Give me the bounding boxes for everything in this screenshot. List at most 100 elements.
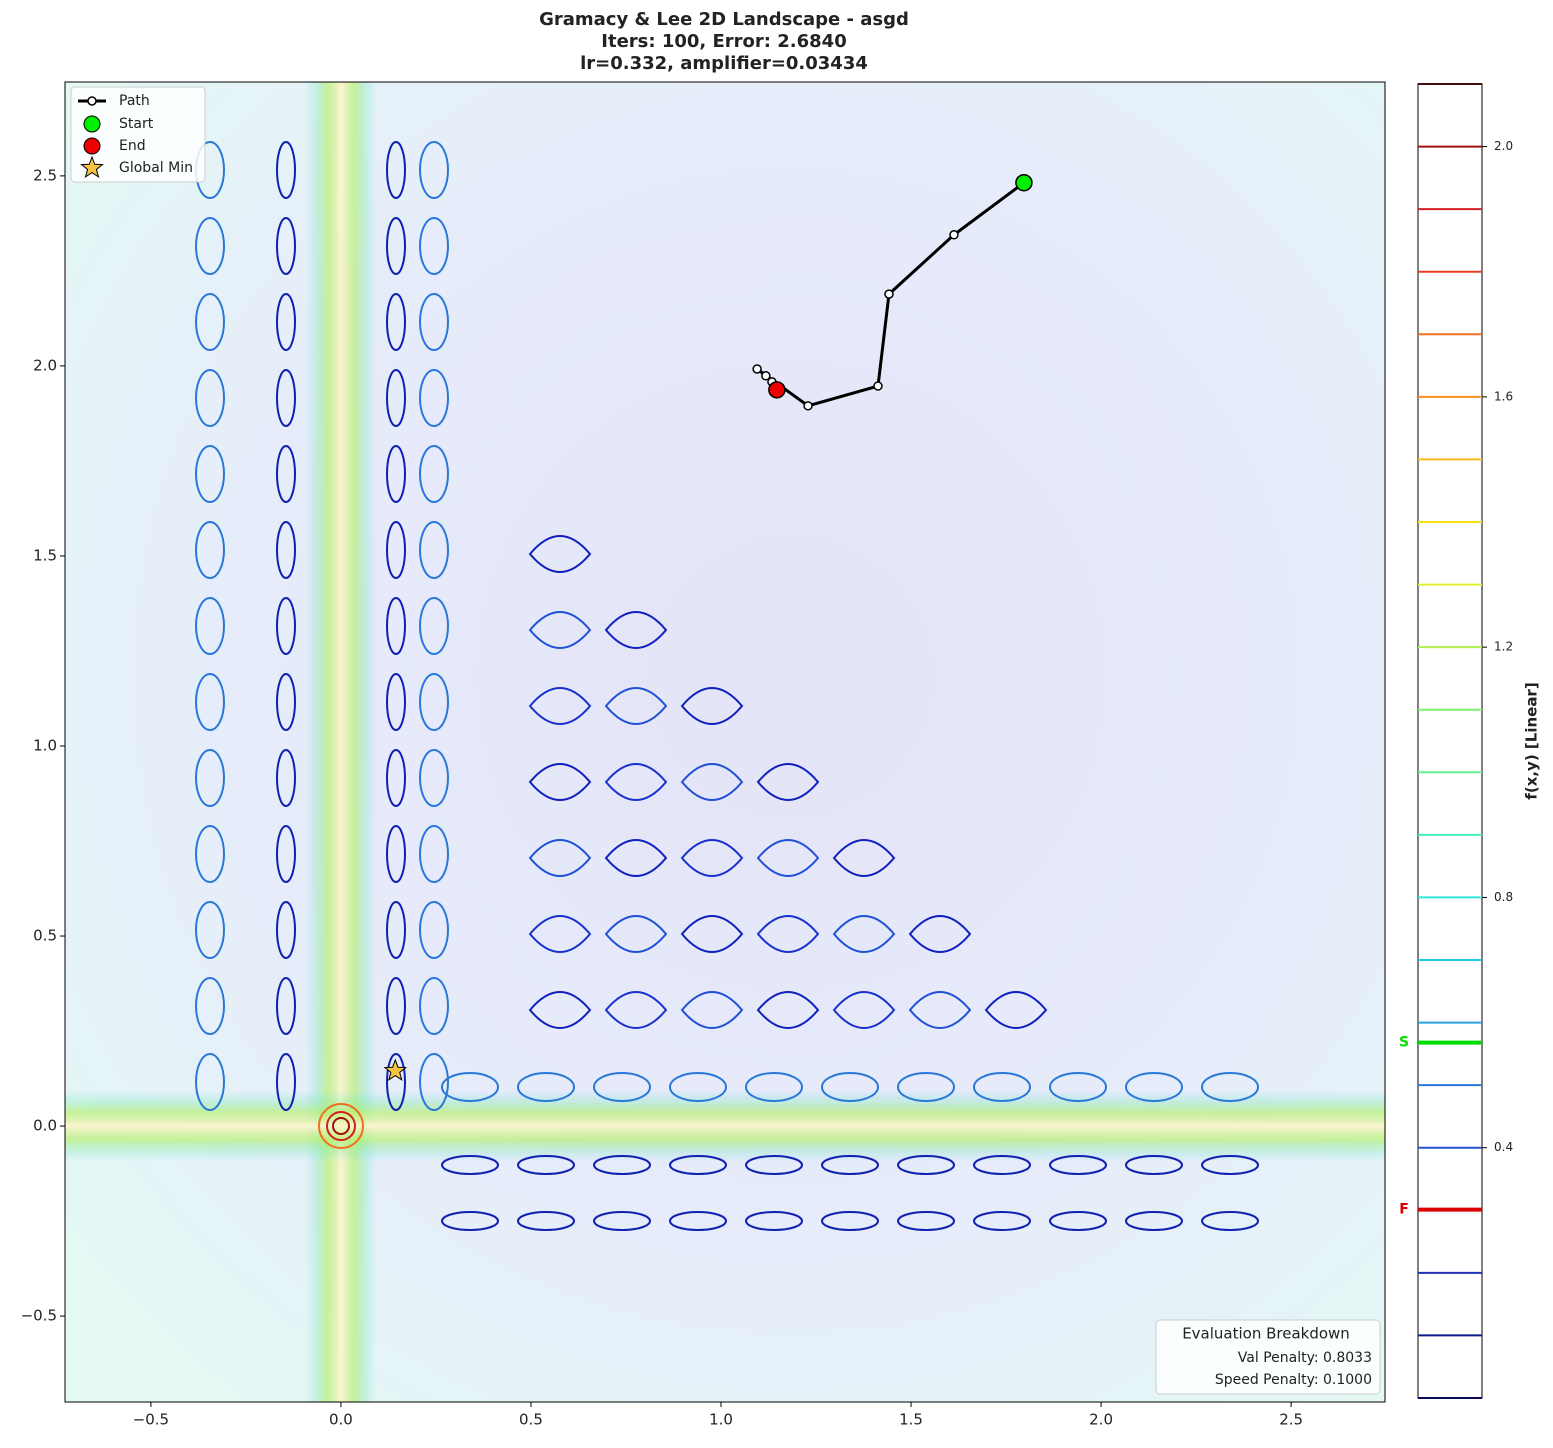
colorbar-label: f(x,y) [Linear]	[1523, 682, 1541, 799]
contour-decor	[386, 1053, 406, 1111]
contour-decor	[593, 1072, 651, 1102]
contour-decor	[195, 141, 1259, 1231]
contour-decor	[419, 445, 449, 503]
contour-decor	[276, 1053, 296, 1111]
x-tick-label: 0.0	[329, 1411, 353, 1429]
contour-decor	[745, 1155, 803, 1175]
contour-decor	[897, 1211, 955, 1231]
path-point	[884, 289, 894, 299]
contour-decor	[195, 369, 225, 427]
contour-decor	[276, 445, 296, 503]
contour-decor	[528, 763, 592, 801]
contour-decor	[897, 1072, 955, 1102]
contour-decor	[276, 901, 296, 959]
contour-decor	[973, 1155, 1031, 1175]
contour-decor	[528, 839, 592, 877]
legend-swatch	[83, 137, 101, 155]
contour-decor	[276, 977, 296, 1035]
contour-decor	[1201, 1072, 1259, 1102]
contour-decor	[195, 445, 225, 503]
contour-decor	[386, 901, 406, 959]
contour-decor	[756, 915, 820, 953]
contour-decor	[326, 1111, 356, 1141]
plot-frame	[64, 81, 1386, 1403]
contour-decor	[419, 369, 449, 427]
evaluation-box	[1155, 1319, 1381, 1395]
contour-decor	[1201, 1155, 1259, 1175]
contour-decor	[680, 839, 744, 877]
contour-decor	[604, 687, 668, 725]
colorbar-tick-label: 0.8	[1494, 890, 1513, 904]
contour-decor	[386, 293, 406, 351]
path-point	[873, 381, 883, 391]
contour-decor	[832, 915, 896, 953]
contour-decor	[419, 673, 449, 731]
contour-decor	[441, 1211, 499, 1231]
contour-decor	[195, 977, 225, 1035]
x-tick-label: −0.5	[133, 1411, 169, 1429]
contour-decor	[195, 521, 225, 579]
contour-decor	[528, 915, 592, 953]
path-point	[752, 364, 762, 374]
end-marker	[768, 381, 786, 399]
contour-decor	[276, 749, 296, 807]
contour-decor	[276, 217, 296, 275]
x-tick-label: 2.5	[1279, 1411, 1303, 1429]
legend-label: Path	[119, 93, 150, 109]
x-tick-label: 1.5	[899, 1411, 923, 1429]
contour-decor	[528, 991, 592, 1029]
y-tick-label: 1.5	[33, 546, 57, 564]
contour-decor	[419, 141, 449, 199]
marks	[383, 173, 1033, 1082]
contour-decor	[195, 1053, 225, 1111]
background	[65, 82, 1385, 1402]
contour-decor	[419, 825, 449, 883]
y-tick-label: 1.0	[33, 736, 57, 754]
contour-decor	[276, 521, 296, 579]
colorbar-tick-label: 0.4	[1494, 1140, 1513, 1154]
x-tick-label: 0.5	[519, 1411, 543, 1429]
contour-decor	[832, 839, 896, 877]
contour-decor	[832, 991, 896, 1029]
legend-label: Global Min	[119, 160, 193, 176]
legend-swatch	[83, 115, 101, 133]
contour-decor	[386, 521, 406, 579]
colorbar-tick-label: 1.6	[1494, 389, 1513, 403]
contour-decor	[745, 1211, 803, 1231]
contour-decor	[821, 1072, 879, 1102]
legend	[70, 86, 206, 183]
contour-decor	[908, 991, 972, 1029]
contour-decor	[276, 293, 296, 351]
chart-subtitle: lr=0.332, amplifier=0.03434	[580, 53, 868, 74]
contour-decor	[1125, 1211, 1183, 1231]
contour-decor	[528, 535, 592, 573]
contour-decor	[973, 1072, 1031, 1102]
contour-decor	[1049, 1072, 1107, 1102]
contour-decor	[386, 977, 406, 1035]
contour-decor	[386, 369, 406, 427]
legend-swatch	[80, 155, 104, 179]
contour-decor	[528, 611, 592, 649]
contour-decor	[386, 673, 406, 731]
contour-decor	[1201, 1211, 1259, 1231]
contour-decor	[419, 521, 449, 579]
contour-decor	[386, 217, 406, 275]
contour-decor	[680, 991, 744, 1029]
contour-decor	[517, 1211, 575, 1231]
contour-decor	[517, 1072, 575, 1102]
contour-decor	[195, 749, 225, 807]
chart-subtitle: Iters: 100, Error: 2.6840	[601, 31, 846, 52]
contour-decor	[756, 991, 820, 1029]
contour-decor	[821, 1155, 879, 1175]
chart-title: Gramacy & Lee 2D Landscape - asgd	[539, 9, 909, 30]
evaluation-title: Evaluation Breakdown	[1182, 1325, 1350, 1343]
evaluation-line: Speed Penalty: 0.1000	[1215, 1372, 1372, 1388]
colorbar-tick-label: 1.2	[1494, 640, 1513, 654]
contour-decor	[669, 1072, 727, 1102]
contour-decor	[276, 369, 296, 427]
contour-decor	[593, 1211, 651, 1231]
contour-decor	[276, 673, 296, 731]
contour-decor	[419, 749, 449, 807]
contour-decor	[604, 763, 668, 801]
